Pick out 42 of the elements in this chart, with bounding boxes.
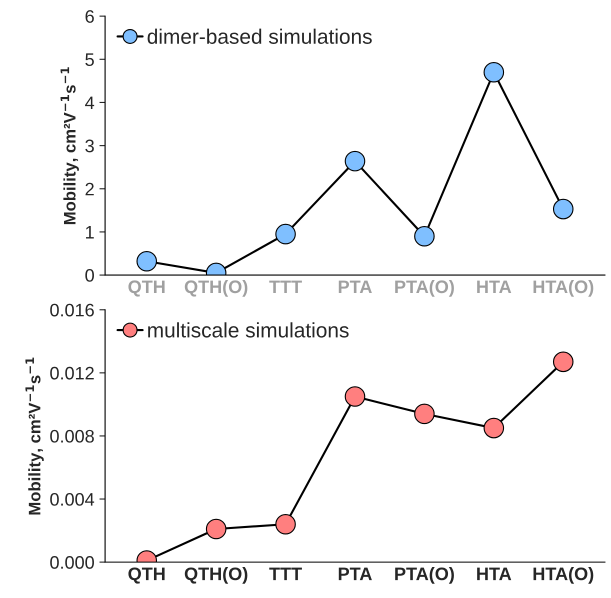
point [136, 250, 158, 272]
point [552, 198, 574, 220]
x-tick-label: QTH [128, 567, 165, 584]
y-tick-label: 0.008 [50, 430, 94, 443]
y-tick-label: 0.004 [50, 492, 94, 506]
point [344, 150, 366, 172]
x-tick-label: QTH(O) [184, 280, 248, 297]
point [484, 418, 504, 438]
point [414, 404, 435, 424]
point [484, 62, 504, 83]
x-tick-label: TTT [269, 568, 302, 580]
point [275, 514, 296, 535]
x-tick-label: HTA [477, 280, 512, 294]
x-tick-label: HTA(O) [534, 566, 594, 584]
y-tick-label: 5 [85, 53, 94, 66]
point [275, 224, 296, 244]
legend-label: dimer-based simulations [148, 28, 372, 44]
y-tick-label: 4 [85, 96, 94, 109]
x-tick-label: QTH [128, 280, 165, 297]
legend-label: multiscale simulations [148, 322, 349, 338]
x-tick-label: HTA [477, 568, 512, 580]
point [414, 226, 435, 247]
x-tick-label: QTH(O) [184, 566, 248, 584]
x-tick-label: PTA [338, 568, 372, 580]
x-tick-label: PTA [338, 280, 372, 294]
y-tick-label: 6 [86, 10, 94, 23]
y-tick-label: 0.012 [50, 366, 94, 380]
x-tick-label: TTT [269, 280, 302, 294]
point [344, 386, 366, 407]
x-tick-label: HTA(O) [534, 280, 594, 297]
y-tick-label: 2 [86, 182, 94, 196]
y-tick-label: 3 [85, 140, 94, 152]
x-tick-label: PTA(O) [395, 280, 454, 297]
point [206, 518, 226, 540]
point [552, 352, 574, 372]
y-axis-title: Mobility, cm²V$^{−1}$s$^{−1}$ [60, 67, 79, 224]
y-axis-title: Mobility, cm²V$^{−1}$s$^{−1}$ [25, 358, 44, 514]
y-tick-label: 1 [86, 226, 94, 238]
x-tick-label: PTA(O) [395, 566, 454, 584]
y-tick-label: 0.016 [50, 304, 94, 316]
y-tick-label: 0 [85, 269, 94, 282]
y-tick-label: 0.000 [50, 556, 94, 569]
